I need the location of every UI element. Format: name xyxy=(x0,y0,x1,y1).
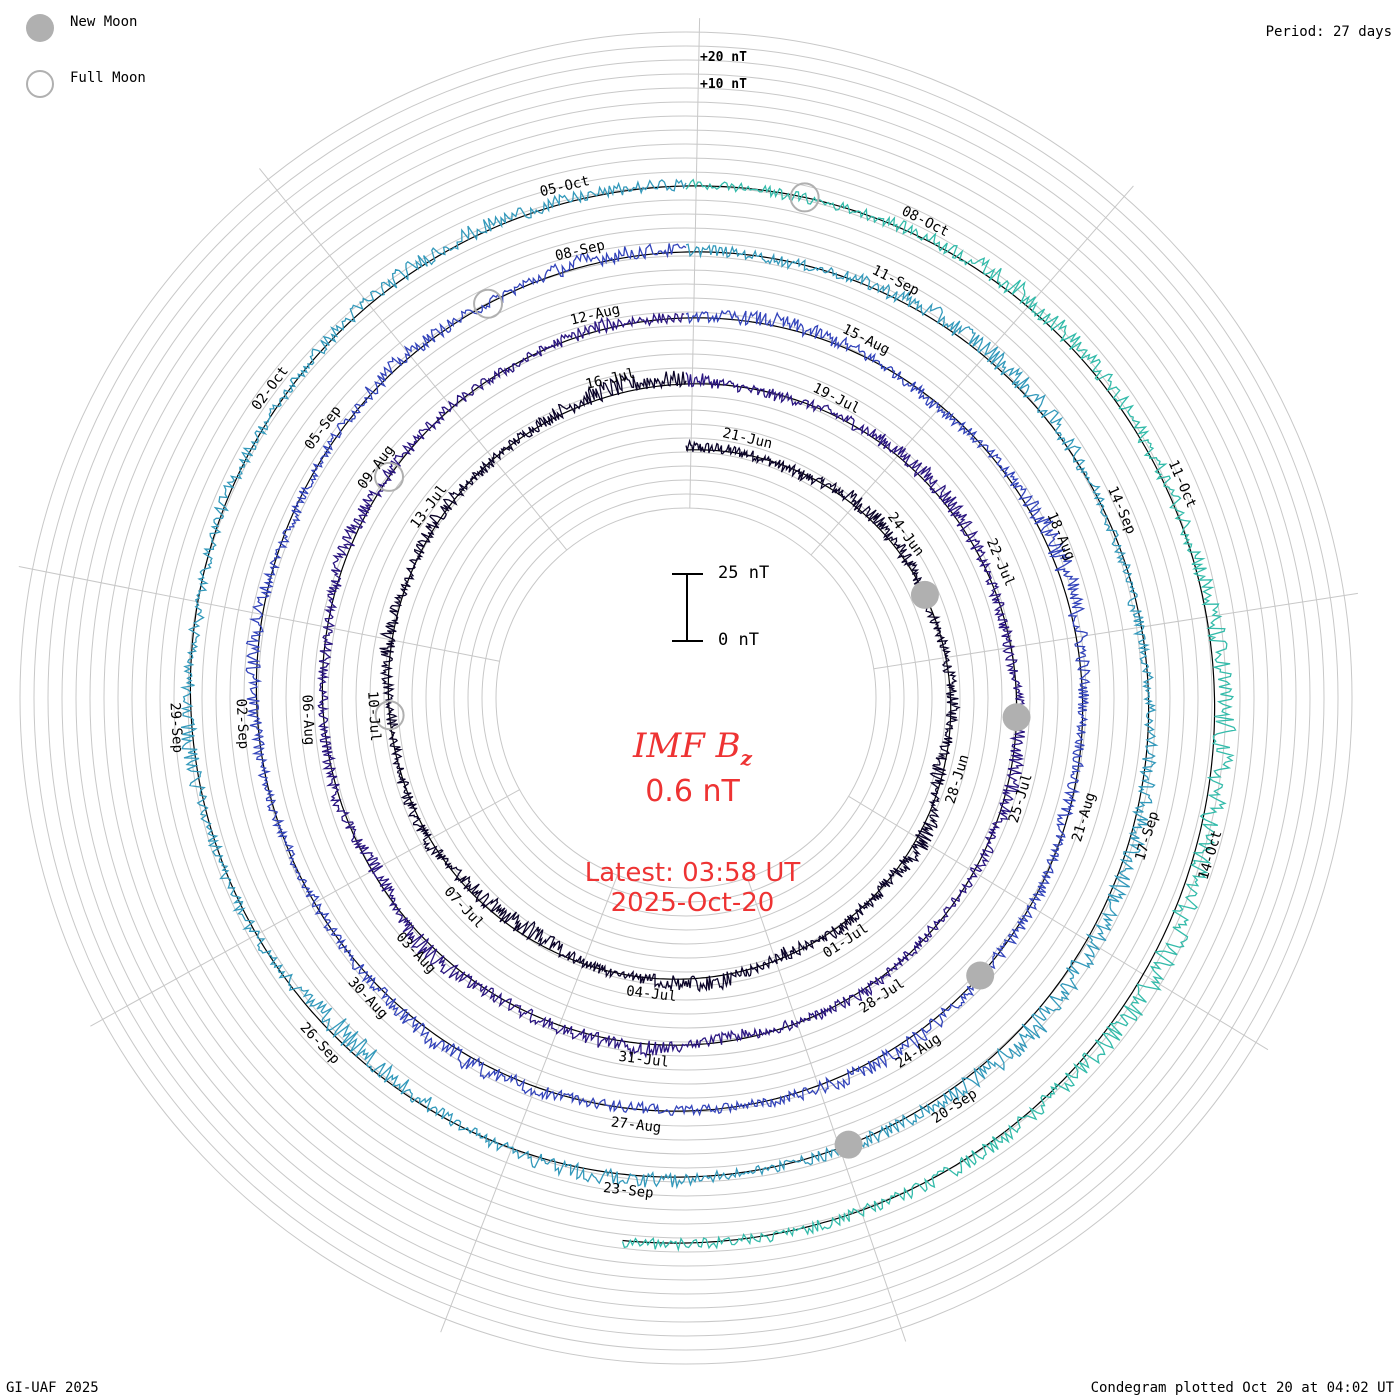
period-label: Period: 27 days xyxy=(1265,24,1392,40)
date-label: 17-Sep xyxy=(1132,810,1162,863)
new-moon-label: New Moon xyxy=(70,14,138,30)
radial-spoke xyxy=(18,566,500,662)
radial-spoke xyxy=(689,18,701,509)
grid-ring xyxy=(299,311,1073,1085)
zero-line xyxy=(189,185,1216,1244)
new-moon-icon xyxy=(26,14,54,42)
grid-ring xyxy=(187,199,1185,1197)
date-label: 11-Oct xyxy=(1165,458,1200,511)
grid-ring xyxy=(215,227,1157,1169)
radial-spoke xyxy=(810,185,1134,556)
series-turn-5 xyxy=(621,178,1237,1253)
grid-ring xyxy=(495,507,877,889)
title-subscript: z xyxy=(740,745,752,770)
grid-ring xyxy=(383,395,989,1001)
grid-ring xyxy=(159,171,1213,1225)
grid-ring xyxy=(19,31,1353,1365)
series-turn-4 xyxy=(180,178,1159,1190)
date-label: 26-Sep xyxy=(297,1020,343,1068)
grid-ring xyxy=(243,255,1129,1141)
date-label: 23-Sep xyxy=(602,1180,654,1202)
date-label: 10-Jul xyxy=(364,691,383,742)
grid-ring xyxy=(117,129,1255,1267)
zero-reference-spiral xyxy=(189,185,1216,1244)
grid-ring xyxy=(271,283,1101,1113)
grid-ring xyxy=(75,87,1297,1309)
radial-spoke xyxy=(90,789,520,1027)
grid-ring xyxy=(313,325,1059,1071)
grid-ring xyxy=(481,493,891,903)
grid-ring xyxy=(425,437,947,959)
date-label: 20-Sep xyxy=(929,1086,980,1127)
date-label: 08-Oct xyxy=(899,203,951,240)
grid-ring xyxy=(33,45,1339,1351)
scale-bottom-label: 0 nT xyxy=(718,630,759,650)
moon-markers xyxy=(374,182,1031,1159)
chart-title: IMF Bz xyxy=(0,726,1385,770)
grid-ring xyxy=(89,101,1283,1295)
credit-label: GI-UAF 2025 xyxy=(6,1380,99,1396)
full-moon-label: Full Moon xyxy=(70,70,146,86)
bz-series xyxy=(180,178,1237,1253)
date-label: 29-Sep xyxy=(167,702,186,753)
grid-ring xyxy=(467,479,905,917)
grid-ring xyxy=(355,367,1017,1029)
grid-ring xyxy=(453,465,919,931)
plotted-timestamp: Condegram plotted Oct 20 at 04:02 UT xyxy=(1090,1380,1394,1396)
grid-ring xyxy=(341,353,1031,1043)
grid-ring xyxy=(61,73,1311,1323)
date-label: 27-Aug xyxy=(610,1114,662,1136)
full-moon-marker xyxy=(374,700,405,731)
full-moon-marker xyxy=(374,461,405,492)
full-moon-marker xyxy=(789,182,820,213)
latest-date: 2025-Oct-20 xyxy=(610,888,775,918)
grid-ring xyxy=(397,409,975,987)
date-label: 02-Sep xyxy=(232,698,251,749)
grid-ring xyxy=(145,157,1227,1239)
grid-ring xyxy=(131,143,1241,1253)
new-moon-marker xyxy=(966,961,995,990)
radial-spokes xyxy=(18,18,1358,1342)
title-main-text: IMF B xyxy=(633,726,741,766)
date-label: 15-Aug xyxy=(840,321,892,358)
full-moon-icon xyxy=(26,70,54,98)
grid-ring xyxy=(47,59,1325,1337)
grid-ring xyxy=(229,241,1143,1155)
full-moon-marker xyxy=(473,288,504,319)
latest-time: Latest: 03:58 UT xyxy=(584,858,801,888)
date-label: 04-Jul xyxy=(625,983,677,1005)
radial-spoke xyxy=(259,168,568,551)
ring-label-10nt: +10 nT xyxy=(700,77,747,92)
date-label: 02-Oct xyxy=(249,363,292,413)
scale-top-label: 25 nT xyxy=(718,563,770,583)
date-label: 31-Jul xyxy=(618,1049,670,1071)
current-value: 0.6 nT xyxy=(645,774,740,809)
grid-ring xyxy=(411,423,961,973)
radial-spoke xyxy=(746,877,907,1342)
grid-ring xyxy=(439,451,933,945)
date-label: 19-Jul xyxy=(810,380,862,417)
grid-ring xyxy=(257,269,1115,1127)
new-moon-marker xyxy=(834,1130,863,1159)
date-label: 18-Aug xyxy=(1043,510,1078,563)
series-turn-2 xyxy=(316,312,1026,1059)
radial-spoke xyxy=(440,875,618,1333)
ring-grid xyxy=(19,31,1353,1365)
series-turn-3 xyxy=(245,243,1091,1117)
ring-label-20nt: +20 nT xyxy=(700,50,747,65)
radial-spoke xyxy=(873,592,1358,670)
date-label: 06-Aug xyxy=(298,694,317,745)
new-moon-marker xyxy=(1002,703,1031,732)
scale-bar xyxy=(672,573,703,642)
radial-spoke xyxy=(848,795,1269,1051)
series-turn-1 xyxy=(379,370,961,993)
grid-ring xyxy=(201,213,1171,1183)
date-label: 16-Jul xyxy=(584,366,637,393)
grid-ring xyxy=(103,115,1269,1281)
grid-ring xyxy=(285,297,1087,1099)
new-moon-marker xyxy=(910,580,939,609)
